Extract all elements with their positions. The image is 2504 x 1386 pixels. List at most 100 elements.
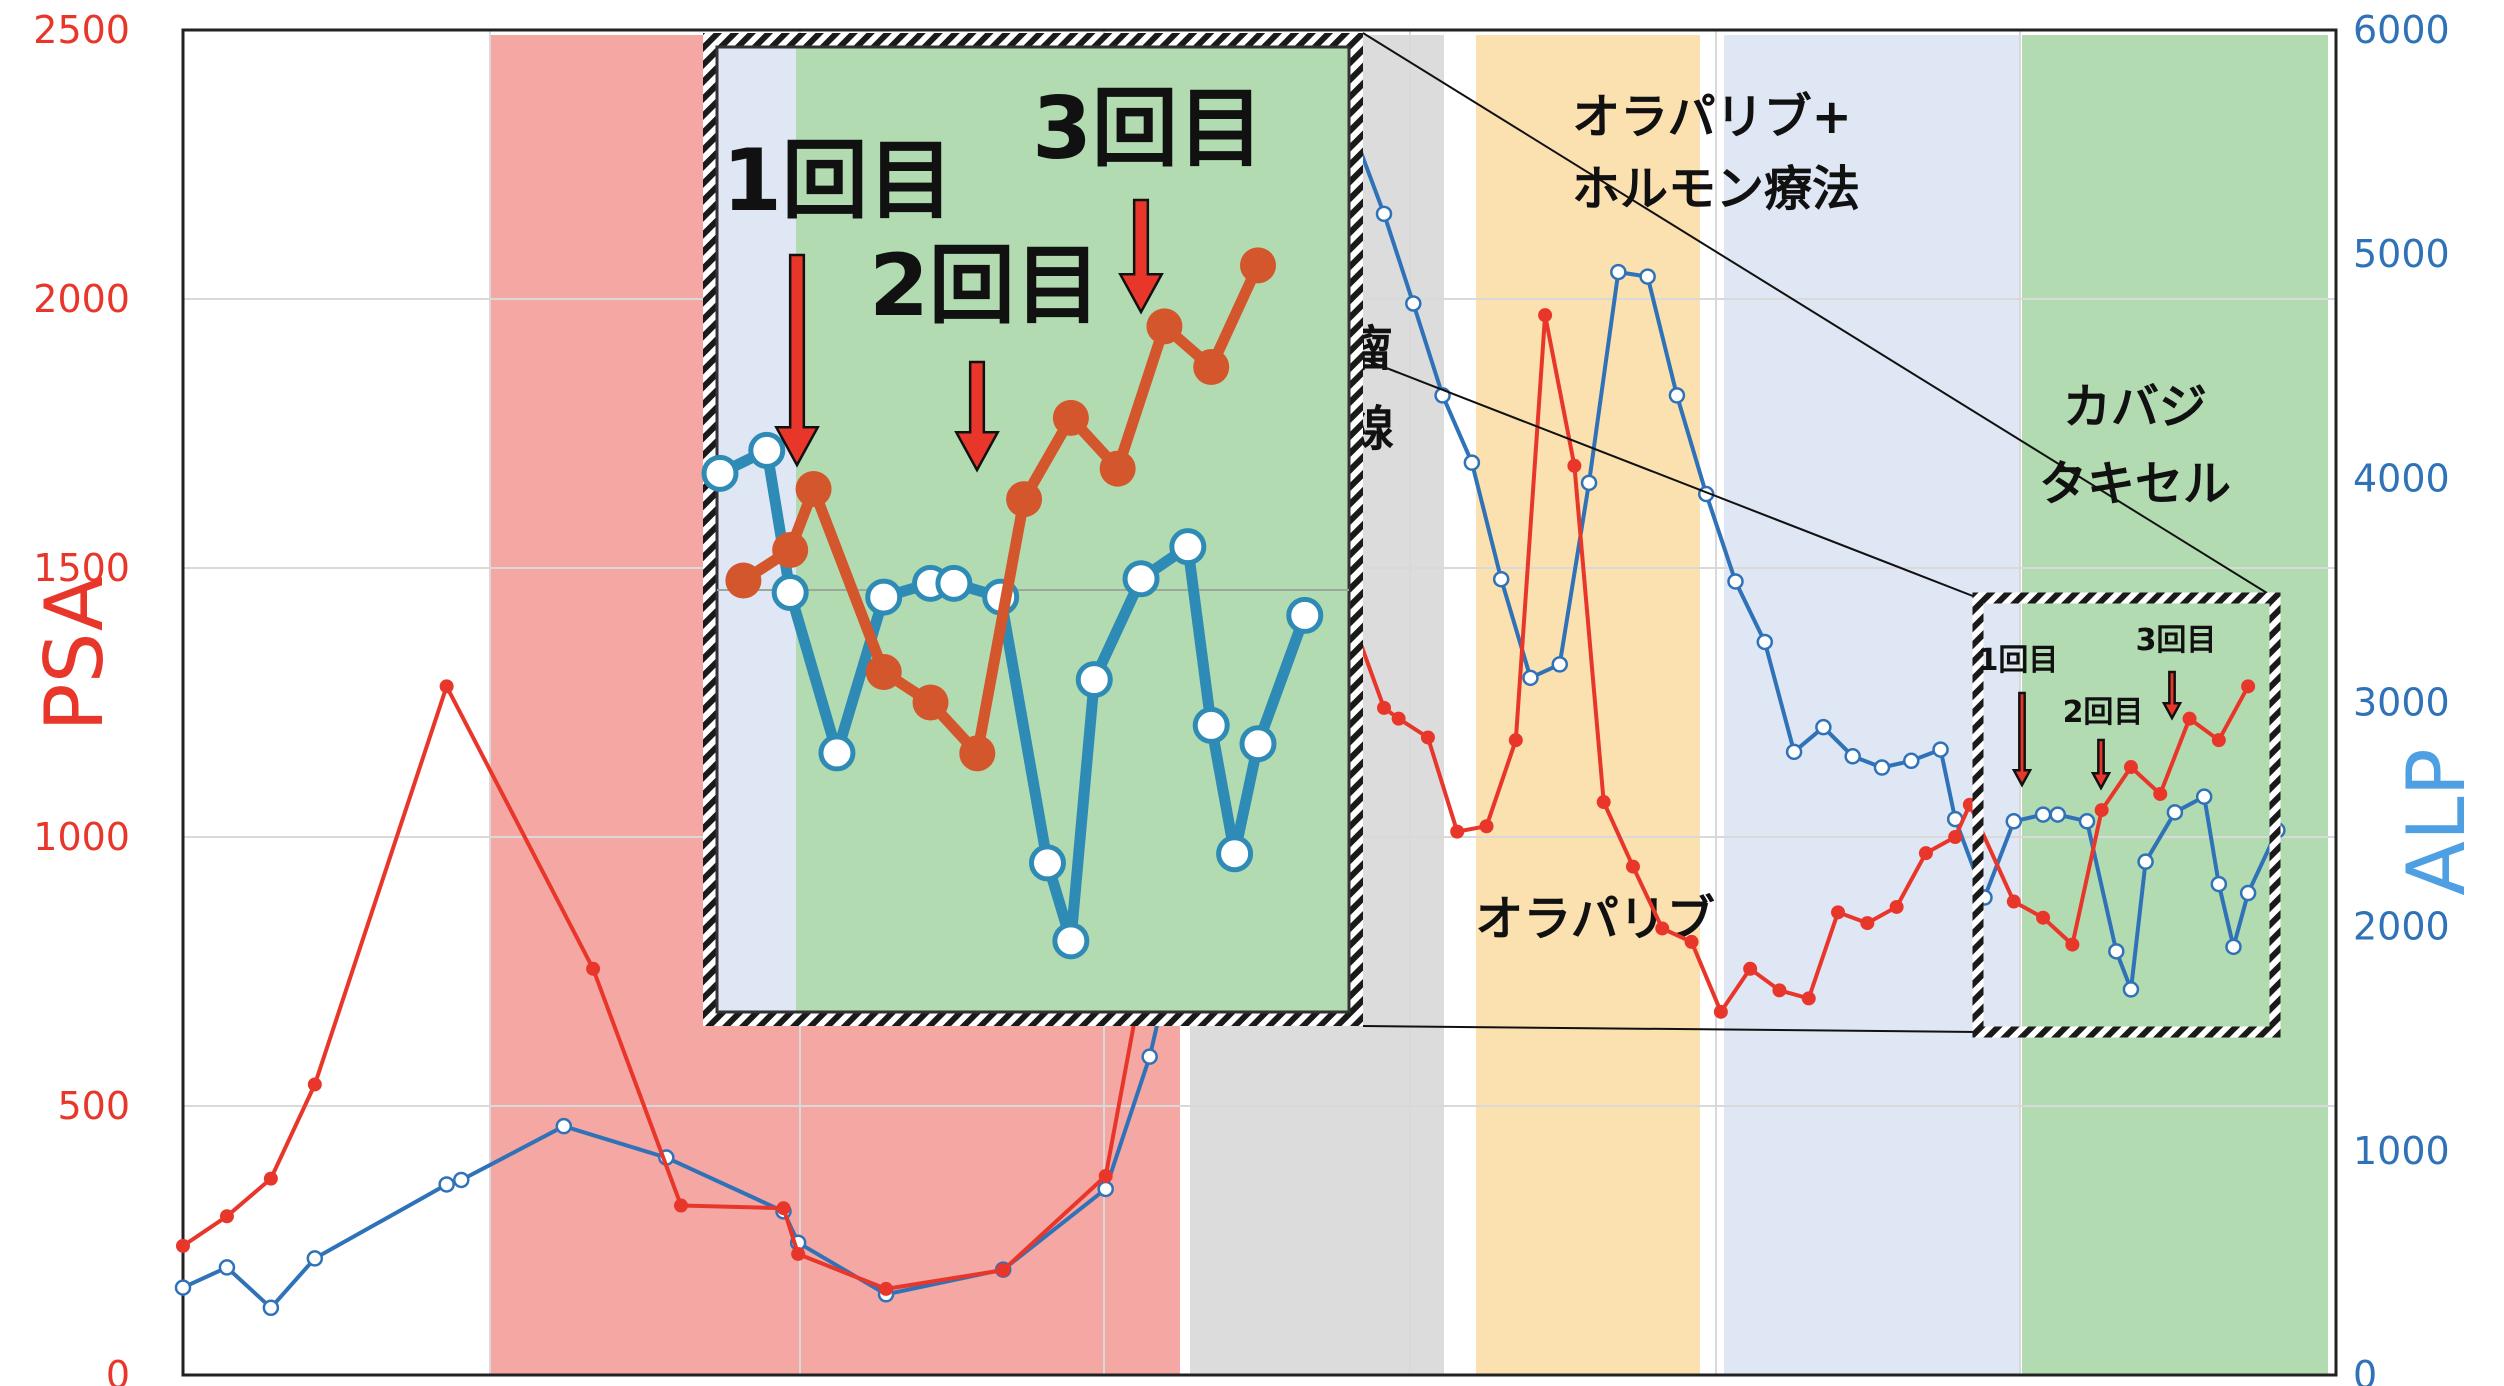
alp-point <box>453 1171 470 1189</box>
alp-point <box>2078 813 2096 830</box>
inset-psa-point <box>912 684 949 721</box>
inset-alp-point <box>935 564 973 602</box>
y-left-tick-label: 0 <box>106 1353 130 1386</box>
inset-alp-point <box>1122 560 1160 598</box>
zoom-connector-line <box>1362 32 2276 599</box>
alp-point <box>1932 741 1949 758</box>
psa-point <box>1713 1004 1728 1019</box>
psa-point <box>1831 905 1846 920</box>
alp-point <box>1492 570 1510 588</box>
psa-point <box>879 1281 894 1296</box>
alp-point <box>2210 875 2228 893</box>
alp-point <box>2137 853 2154 870</box>
inset-psa-point <box>1146 308 1183 345</box>
alp-point <box>1610 263 1627 281</box>
inset-cycle-arrow-2 <box>954 360 1000 473</box>
alp-point <box>1756 633 1774 651</box>
inset-alp-point <box>865 578 903 616</box>
inset-psa-point <box>959 735 996 772</box>
y-right-tick-label: 1000 <box>2353 1129 2450 1173</box>
alp-point <box>306 1250 324 1267</box>
treatment-labels: オラパリブ+ ホルモン療法 カバジ タキセル オラパリブ 瘤 線 <box>1344 89 2231 947</box>
small-box-frame <box>1972 592 2281 1038</box>
y-left-tick-label: 2000 <box>33 277 130 321</box>
inset-cycle-arrow-1 <box>774 253 820 468</box>
psa-point <box>1538 308 1553 323</box>
psa-point <box>2153 786 2168 801</box>
alp-point <box>1580 474 1598 492</box>
psa-point <box>1918 846 1933 861</box>
psa-point <box>791 1246 806 1261</box>
inset-cycle-label-2: 2回目 <box>869 236 1101 336</box>
alp-point <box>1463 454 1481 471</box>
alp-point <box>1551 656 1568 673</box>
inset-alp-point <box>1075 661 1113 699</box>
alp-point <box>2005 813 2023 830</box>
inset-psa-point <box>1006 481 1043 518</box>
psa-point <box>673 1198 688 1213</box>
alp-point <box>2108 943 2125 960</box>
alp-point <box>2195 788 2213 805</box>
inset-alp-point <box>1052 922 1090 960</box>
psa-point <box>1860 916 1875 931</box>
inset-cycle-label-3: 3回目 <box>1032 79 1264 179</box>
label-olaparib-hormone-1: オラパリブ+ <box>1572 89 1852 145</box>
psa-point <box>2241 679 2256 694</box>
psa-point <box>1743 961 1758 976</box>
band-blue <box>1724 35 2020 1375</box>
small-cycle-label-3: 3回目 <box>2136 623 2217 658</box>
alp-point <box>2225 938 2242 956</box>
alp-point <box>1844 748 1861 765</box>
psa-point <box>1098 1168 1113 1183</box>
alp-point <box>2034 806 2052 823</box>
alp-point <box>218 1259 236 1276</box>
inset-alp-point <box>1216 835 1254 873</box>
psa-point <box>996 1263 1011 1278</box>
psa-point <box>2065 937 2080 952</box>
inset-alp-point <box>1286 596 1324 634</box>
y-axis-right-title: ALP <box>2390 748 2483 896</box>
psa-point <box>1801 991 1816 1006</box>
psa-point <box>586 961 601 976</box>
small-cycle-arrow-2 <box>2090 738 2112 791</box>
alp-point <box>2239 884 2257 902</box>
psa-point <box>2036 910 2051 925</box>
psa-point <box>2123 760 2138 775</box>
alp-point <box>1405 295 1422 312</box>
zoom-connector-line <box>1362 1025 1979 1033</box>
inset-alp-point <box>1192 706 1230 744</box>
axes: PSA ALP 0 500 1000 1500 2000 2500 0 1000 2000 300… <box>28 8 2483 1386</box>
y-right-tick-label: 0 <box>2353 1353 2377 1386</box>
psa-point <box>1596 795 1611 810</box>
inset-psa-point <box>772 532 809 568</box>
psa-point <box>1772 983 1787 998</box>
inset-alp-point <box>1169 528 1207 566</box>
inset-psa-point <box>1240 247 1276 284</box>
alp-point <box>1522 669 1539 687</box>
alp-point <box>555 1117 573 1135</box>
psa-point <box>1889 899 1904 914</box>
psa-point <box>1420 730 1435 745</box>
alp-point <box>1141 1048 1158 1065</box>
psa-point <box>219 1209 234 1224</box>
y-left-tick-label: 1000 <box>33 815 130 859</box>
alp-point <box>1815 718 1832 736</box>
y-right-tick-label: 6000 <box>2353 8 2450 52</box>
inset-series-psa <box>725 247 1276 772</box>
inset-alp-point <box>701 454 739 492</box>
psa-point <box>1684 934 1699 949</box>
inset-series-alp <box>701 431 1324 960</box>
inset-frame <box>715 45 1351 1014</box>
inset-psa-point <box>795 471 832 507</box>
inset-alp-point <box>818 734 856 772</box>
label-olaparib: オラパリブ <box>1475 891 1715 947</box>
small-cycle-label-2: 2回目 <box>2063 695 2144 730</box>
y-left-tick-label: 1500 <box>33 546 130 590</box>
psa-point <box>776 1201 791 1216</box>
alp-point <box>438 1176 455 1193</box>
small-cycle-label-1: 1回目 <box>1978 643 2059 678</box>
psa-point <box>176 1238 190 1253</box>
